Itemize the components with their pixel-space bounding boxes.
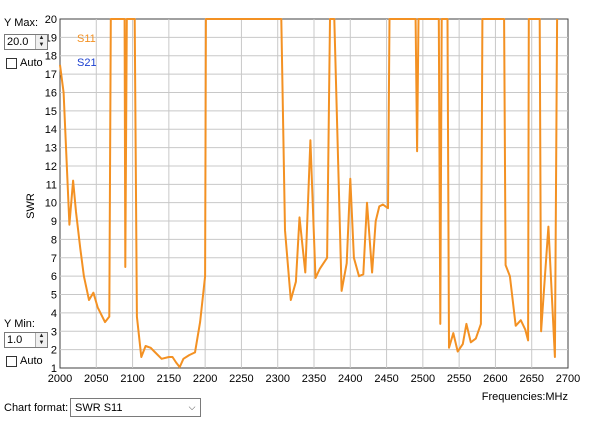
x-tick-label: 2050 [84,373,108,385]
y-min-auto-label[interactable]: Auto [20,355,43,367]
y-min-auto-checkbox[interactable] [6,356,17,367]
chart-format-label: Chart format: [4,402,69,414]
y-min-label: Y Min: [4,318,35,330]
y-max-auto-label[interactable]: Auto [20,57,43,69]
y-tick-label: 3 [51,326,57,338]
y-tick-label: 6 [51,271,57,283]
chevron-down-icon: ⌵ [188,402,196,412]
x-tick-label: 2450 [374,373,398,385]
y-tick-label: 9 [51,216,57,228]
x-axis-label: Frequencies:MHz [482,391,568,403]
y-max-label: Y Max: [4,17,39,29]
y-tick-label: 16 [45,87,57,99]
y-tick-label: 12 [45,161,57,173]
y-tick-label: 18 [45,51,57,63]
series-layer [59,18,559,369]
x-tick-label: 2300 [265,373,289,385]
y-tick-label: 17 [45,69,57,81]
y-max-spin-arrows[interactable]: ▲ ▼ [35,35,47,49]
series-line-s11 [59,18,559,369]
y-min-spinner[interactable]: ▲ ▼ [4,332,48,348]
x-tick-label: 2650 [519,373,543,385]
x-tick-label: 2250 [229,373,253,385]
spin-down-icon[interactable]: ▼ [36,340,47,347]
y-tick-label: 5 [51,290,57,302]
y-axis-label: SWR [25,193,37,219]
x-tick-labels: 2000 2050 2100 2150 2200 2250 2300 2350 2400 2450… [48,373,580,385]
legend-s11: S11 [77,33,96,45]
y-tick-label: 11 [46,179,57,191]
y-tick-label: 2 [51,345,57,357]
y-tick-label: 1 [51,363,57,375]
legend-s21: S21 [77,57,97,69]
y-min-spin-arrows[interactable]: ▲ ▼ [35,333,47,347]
y-tick-label: 7 [51,253,57,265]
x-tick-label: 2700 [556,373,580,385]
y-max-auto-checkbox[interactable] [6,58,17,69]
x-tick-label: 2600 [483,373,507,385]
y-max-input[interactable] [5,35,35,49]
spin-up-icon[interactable]: ▲ [36,35,47,42]
chart-format-value: SWR S11 [75,401,123,414]
x-tick-label: 2200 [193,373,217,385]
y-tick-label: 4 [51,308,57,320]
y-tick-label: 20 [45,14,57,26]
y-tick-label: 10 [45,198,57,210]
spin-down-icon[interactable]: ▼ [36,42,47,49]
x-tick-label: 2550 [447,373,471,385]
y-tick-label: 8 [51,234,57,246]
x-tick-label: 2500 [411,373,435,385]
x-tick-label: 2350 [302,373,326,385]
chart-format-select[interactable]: SWR S11 ⌵ [70,398,201,417]
grid-lines [60,19,568,368]
x-tick-label: 2000 [48,373,72,385]
x-tick-label: 2150 [157,373,181,385]
y-tick-label: 14 [45,124,57,136]
y-min-input[interactable] [5,333,35,347]
y-max-spinner[interactable]: ▲ ▼ [4,34,48,50]
spin-up-icon[interactable]: ▲ [36,333,47,340]
x-tick-label: 2100 [120,373,144,385]
y-tick-label: 15 [45,106,57,118]
x-tick-label: 2400 [338,373,362,385]
y-tick-label: 13 [45,143,57,155]
